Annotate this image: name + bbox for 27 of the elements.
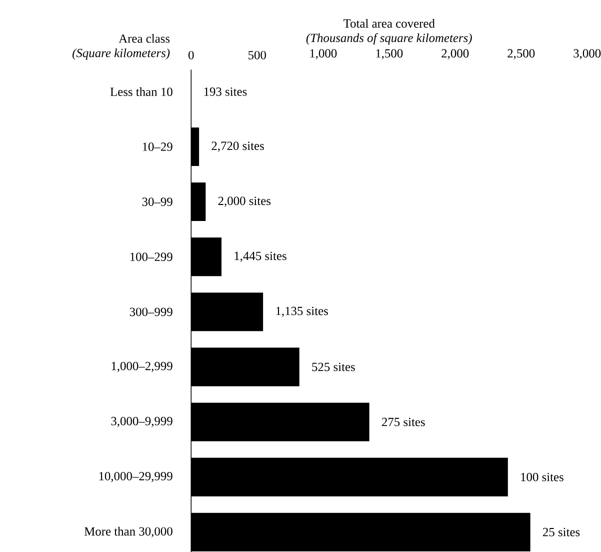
x-tick-label: 3,000 xyxy=(574,49,601,60)
x-tick-label: 2,500 xyxy=(508,49,535,60)
x-tick-label: 1,500 xyxy=(376,49,403,60)
annotation: 193 sites xyxy=(204,87,247,96)
annotation: 2,720 sites xyxy=(212,142,264,152)
x-tick-label: 1,000 xyxy=(310,49,337,60)
y-tick-label: More than 30,000 xyxy=(84,526,172,538)
annotation: 25 sites xyxy=(543,528,580,536)
annotation: 1,445 sites xyxy=(234,252,286,262)
y-tick-label: 3,000–9,999 xyxy=(111,416,172,428)
y-tick-label: 30–99 xyxy=(142,198,172,206)
x-tick-label: 500 xyxy=(248,50,266,60)
x-tick-label: 2,000 xyxy=(442,49,469,60)
y-tick-label: 100–299 xyxy=(130,252,172,261)
x-axis-title: Total area covered (Thousands of square kilometers) xyxy=(306,18,472,45)
annotation: 100 sites xyxy=(521,472,564,482)
y-tick-label: 300–999 xyxy=(130,308,172,316)
annotation: 525 sites xyxy=(312,362,355,372)
y-tick-label: 1,000–2,999 xyxy=(112,362,172,372)
y-tick-label: 10–29 xyxy=(142,142,172,151)
y-tick-label: Less than 10 xyxy=(110,87,172,96)
x-tick-label: 0 xyxy=(188,50,194,60)
y-tick-label: 10,000–29,999 xyxy=(99,472,172,482)
annotation: 275 sites xyxy=(382,418,425,426)
y-axis-title: Area class (Square kilometers) xyxy=(72,34,170,60)
annotation: 2,000 sites xyxy=(218,196,271,207)
annotation: 1,135 sites xyxy=(276,306,328,317)
